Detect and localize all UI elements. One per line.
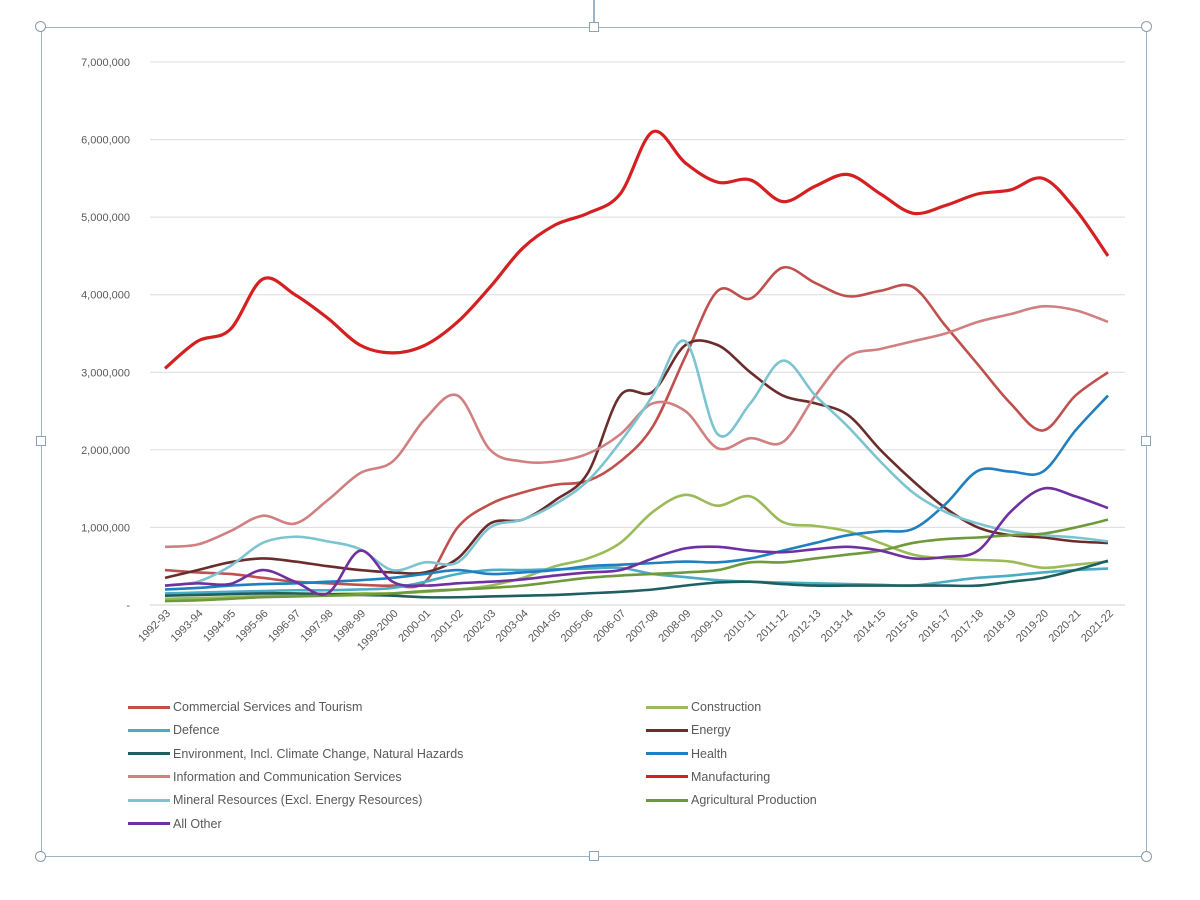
legend-item: Defence: [128, 723, 220, 737]
legend-label: Agricultural Production: [691, 793, 817, 808]
x-tick-label: 2019-20: [1014, 608, 1051, 645]
series-line-energy: [164, 339, 1109, 580]
legend-label: Commercial Services and Tourism: [173, 700, 363, 714]
legend-label: Energy: [691, 723, 731, 738]
line-chart: - 1,000,000 2,000,000 3,000,000 4,000,000 5,0…: [81, 57, 1125, 654]
legend-item: Agricultural Production: [646, 793, 817, 807]
y-tick-label: 4,000,000: [81, 290, 130, 302]
x-tick-label: 2012-13: [786, 608, 823, 645]
x-tick-label: 2009-10: [689, 608, 726, 645]
series-line-information-and-communication-services: [164, 304, 1109, 549]
series-lines: [163, 129, 1110, 603]
rotate-handle-stem: [593, 0, 595, 22]
legend-item: Manufacturing: [646, 770, 770, 784]
x-tick-label: 2018-19: [982, 608, 1019, 645]
y-tick-label: -: [126, 600, 130, 612]
legend-swatch: [128, 705, 170, 709]
resize-handle-left[interactable]: [36, 436, 46, 446]
legend-item: Mineral Resources (Excl. Energy Resource…: [128, 793, 422, 807]
resize-handle-top-right[interactable]: [1141, 21, 1152, 32]
legend-swatch: [128, 822, 170, 825]
legend-label: Environment, Incl. Climate Change, Natur…: [173, 746, 464, 761]
x-tick-label: 1992-93: [136, 608, 173, 645]
legend-swatch: [646, 705, 688, 709]
legend-swatch: [646, 775, 688, 779]
legend-swatch: [128, 752, 170, 756]
legend-swatch: [646, 728, 688, 732]
legend-label: Manufacturing: [691, 769, 771, 784]
legend-swatch: [128, 728, 170, 732]
x-tick-label: 2015-16: [884, 608, 921, 645]
y-tick-label: 6,000,000: [81, 135, 130, 147]
series-line-defence: [164, 566, 1109, 595]
x-tick-label: 2005-06: [559, 608, 596, 645]
series-line-agricultural-production: [164, 518, 1109, 603]
legend-label: Construction: [691, 700, 762, 714]
series-line-all-other: [164, 486, 1109, 596]
legend-swatch: [646, 752, 688, 756]
x-tick-label: 2010-11: [722, 608, 758, 644]
legend-item: Energy: [646, 723, 731, 737]
series-line-commercial-services-and-tourism: [164, 265, 1109, 589]
legend-swatch: [128, 798, 170, 802]
y-axis: - 1,000,000 2,000,000 3,000,000 4,000,000 5,0…: [81, 57, 130, 612]
x-tick-label: 2013-14: [819, 608, 856, 645]
x-tick-label: 2000-01: [396, 608, 433, 645]
gridlines: [150, 61, 1125, 606]
x-tick-label: 2020-21: [1047, 608, 1084, 645]
legend-item: All Other: [128, 817, 222, 831]
y-tick-label: 7,000,000: [81, 57, 130, 69]
x-tick-label: 1994-95: [201, 608, 238, 645]
x-tick-label: 2017-18: [949, 608, 986, 645]
y-tick-label: 2,000,000: [81, 445, 130, 457]
x-tick-label: 1995-96: [234, 608, 271, 645]
resize-handle-bottom[interactable]: [589, 851, 599, 861]
x-tick-label: 2004-05: [526, 608, 563, 645]
legend-swatch: [646, 798, 688, 802]
x-tick-label: 2011-12: [754, 608, 790, 644]
series-line-manufacturing: [163, 129, 1110, 370]
resize-handle-bottom-left[interactable]: [35, 851, 46, 862]
legend-item: Health: [646, 747, 727, 761]
resize-handle-right[interactable]: [1141, 436, 1151, 446]
legend-item: Commercial Services and Tourism: [128, 700, 362, 714]
x-axis: 1992-931993-941994-951995-961996-971997-…: [136, 608, 1116, 654]
x-tick-label: 2021-22: [1079, 608, 1116, 645]
x-tick-label: 1993-94: [169, 608, 206, 645]
y-tick-label: 5,000,000: [81, 212, 130, 224]
y-tick-label: 1,000,000: [81, 522, 130, 534]
legend-label: All Other: [173, 816, 222, 831]
x-tick-label: 2007-08: [624, 608, 661, 645]
legend-label: Health: [691, 746, 728, 761]
x-tick-label: 1996-97: [266, 608, 303, 645]
x-tick-label: 2003-04: [494, 608, 531, 645]
legend-label: Defence: [173, 723, 220, 738]
y-tick-label: 3,000,000: [81, 367, 130, 379]
x-tick-label: 2008-09: [656, 608, 693, 645]
resize-handle-bottom-right[interactable]: [1141, 851, 1152, 862]
resize-handle-top-left[interactable]: [35, 21, 46, 32]
legend-item: Construction: [646, 700, 761, 714]
x-tick-label: 2006-07: [591, 608, 628, 645]
x-tick-label: 2014-15: [851, 608, 888, 645]
x-tick-label: 2001-02: [429, 608, 466, 645]
resize-handle-top[interactable]: [589, 22, 599, 32]
legend-item: Information and Communication Services: [128, 770, 402, 784]
series-line-mineral-resources-excl-energy-resources-: [164, 339, 1109, 587]
legend-label: Mineral Resources (Excl. Energy Resource…: [173, 793, 423, 808]
legend-item: Environment, Incl. Climate Change, Natur…: [128, 747, 463, 761]
legend-label: Information and Communication Services: [173, 769, 402, 784]
x-tick-label: 1997-98: [299, 608, 336, 645]
legend-swatch: [128, 775, 170, 779]
x-tick-label: 2002-03: [461, 608, 498, 645]
x-tick-label: 2016-17: [917, 608, 954, 645]
